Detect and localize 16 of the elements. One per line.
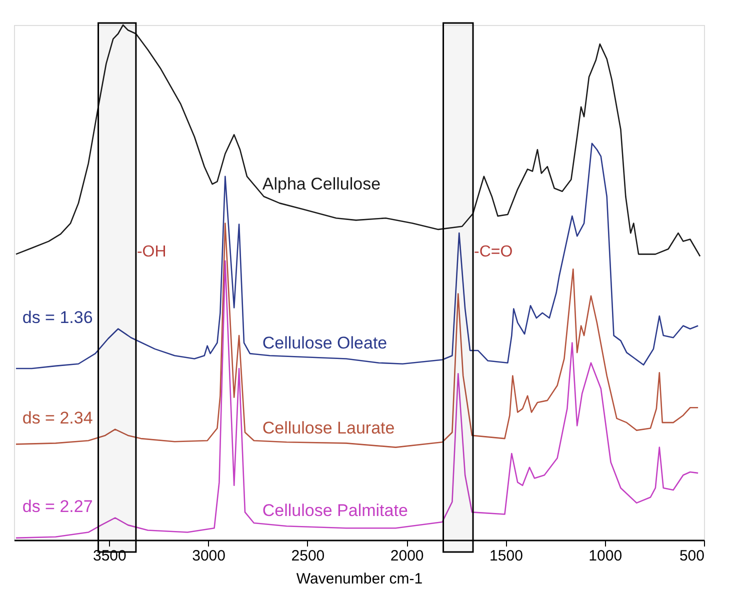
x-tick-label: 500 — [679, 548, 704, 564]
x-axis-title: Wavenumber cm-1 — [296, 570, 423, 588]
x-tick-label: 2500 — [291, 548, 325, 564]
annotation: ds = 2.34 — [22, 408, 93, 428]
series-label: Cellulose Oleate — [262, 334, 388, 353]
annotation: ds = 2.27 — [22, 496, 93, 516]
x-tick-label: 3000 — [192, 548, 226, 564]
x-tick-label: 1500 — [490, 548, 523, 564]
band-label: -C=O — [474, 244, 513, 261]
x-tick-label: 1000 — [588, 548, 622, 564]
series-label: Cellulose Laurate — [262, 418, 395, 438]
band-label: -OH — [136, 244, 166, 261]
series-label: Alpha Cellulose — [262, 174, 381, 194]
annotation: ds = 1.36 — [22, 308, 93, 327]
series-label: Cellulose Palmitate — [262, 501, 408, 520]
x-tick-label: 2000 — [390, 548, 424, 564]
